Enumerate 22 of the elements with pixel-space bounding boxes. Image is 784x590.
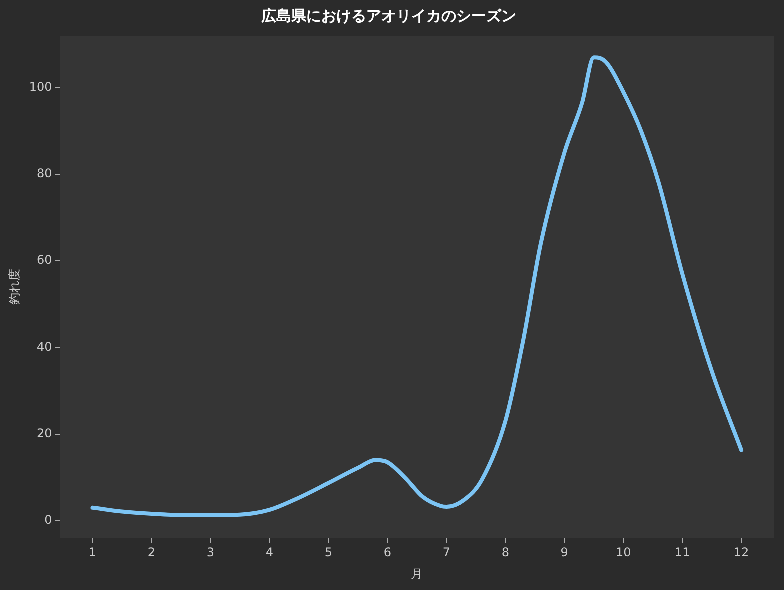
x-tick-label: 9 xyxy=(560,546,568,560)
x-tick-label: 5 xyxy=(324,546,332,560)
x-tick-label: 10 xyxy=(616,546,632,560)
y-tick-label: 0 xyxy=(44,513,52,528)
x-tick-label: 1 xyxy=(88,546,97,560)
y-axis-title: 釣れ度 xyxy=(7,269,22,306)
x-axis-title: 月 xyxy=(411,566,424,581)
x-tick-label: 7 xyxy=(442,546,450,560)
x-tick-label: 6 xyxy=(384,546,392,560)
y-tick-label: 20 xyxy=(37,426,52,440)
x-tick-label: 11 xyxy=(674,546,690,560)
y-tick-label: 60 xyxy=(37,253,52,268)
y-tick-label: 40 xyxy=(37,340,52,354)
x-tick-label: 12 xyxy=(734,546,750,560)
y-tick-label: 80 xyxy=(37,166,52,181)
x-tick-label: 3 xyxy=(206,546,215,560)
x-tick-label: 4 xyxy=(266,546,274,560)
line-series xyxy=(90,56,744,518)
x-tick-label: 8 xyxy=(502,546,510,560)
x-tick-label: 2 xyxy=(148,546,156,560)
chart-title: 広島県におけるアオリイカのシーズン xyxy=(260,6,516,25)
y-tick-label: 100 xyxy=(29,80,52,94)
